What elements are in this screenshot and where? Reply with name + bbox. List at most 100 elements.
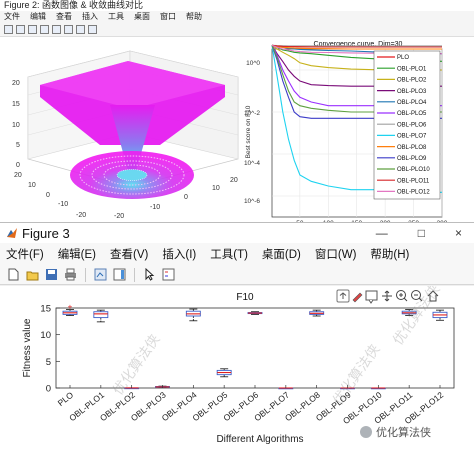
- window-controls: — □ ×: [376, 226, 474, 240]
- z-tick-15: 15: [12, 101, 20, 108]
- series-line-obl-plo8: [271, 44, 442, 50]
- figure3-title: Figure 3: [22, 225, 70, 241]
- close-button[interactable]: ×: [454, 226, 462, 240]
- save-icon[interactable]: [28, 25, 37, 34]
- matlab-icon: [7, 228, 17, 238]
- y-tick-10: 10: [28, 182, 36, 189]
- y-tick-label: 10: [40, 330, 51, 341]
- edit-plot-icon[interactable]: [76, 25, 85, 34]
- legend-label: OBL-PLO12: [397, 190, 430, 196]
- boxplot-yticks: 0 5 10 15: [40, 304, 60, 395]
- menu-desktop[interactable]: 桌面: [134, 12, 150, 21]
- brush-icon[interactable]: [352, 292, 363, 303]
- figure2-plots: 20 15 10 5 0 20 10 0 -10 -20 -20 -10 0 1…: [12, 41, 448, 227]
- insert-colorbar-icon[interactable]: [112, 267, 127, 282]
- legend-label: OBL-PLO1: [397, 66, 427, 72]
- menu-edit[interactable]: 编辑: [30, 12, 46, 21]
- menu-file[interactable]: 文件: [4, 12, 20, 21]
- link-icon[interactable]: [52, 25, 61, 34]
- menu-insert[interactable]: 插入(I): [162, 249, 197, 261]
- figure3-canvas: F10 0 5 10 15 + PLO OBL-PLO1 OBL-PLO2 OBL-PLO3…: [0, 281, 474, 446]
- minimize-button[interactable]: —: [375, 226, 388, 240]
- legend-label: OBL-PLO6: [397, 122, 427, 128]
- legend-label: OBL-PLO2: [397, 78, 427, 84]
- y-tick-1e-6: 10^-6: [244, 198, 260, 205]
- menu-help[interactable]: 帮助: [186, 12, 202, 21]
- pointer-icon[interactable]: [142, 267, 157, 282]
- boxplot-ylabel: Fitness value: [22, 318, 33, 377]
- figure2-canvas: 20 15 10 5 0 20 10 0 -10 -20 -20 -10 0 1…: [0, 37, 474, 227]
- save-icon[interactable]: [44, 267, 59, 282]
- legend-label: OBL-PLO10: [397, 167, 430, 173]
- convergence-plot: Convergence curve, Dim=30 50100150200250…: [244, 41, 448, 227]
- figure3-toolbar: [0, 265, 474, 285]
- new-figure-icon[interactable]: [4, 25, 13, 34]
- y-tick-m20: -20: [76, 212, 86, 219]
- zoom-in-icon[interactable]: [396, 290, 408, 302]
- legend-label: PLO: [397, 55, 409, 61]
- maximize-button[interactable]: □: [417, 226, 425, 240]
- series-line-obl-plo6: [271, 44, 442, 47]
- convergence-title: Convergence curve, Dim=30: [314, 41, 403, 48]
- menu-edit[interactable]: 编辑(E): [57, 249, 97, 261]
- figure3-titlebar: Figure 3 — □ ×: [0, 223, 474, 243]
- export-icon[interactable]: [336, 289, 350, 303]
- menu-view[interactable]: 查看: [56, 12, 72, 21]
- x-tick-20: 20: [230, 177, 238, 184]
- x-tick-10: 10: [212, 185, 220, 192]
- pan-icon[interactable]: [382, 290, 392, 302]
- boxplot-axes: [55, 307, 455, 389]
- z-tick-10: 10: [12, 122, 20, 129]
- print-icon[interactable]: [40, 25, 49, 34]
- boxplot-xlabel: Different Algorithms: [216, 434, 303, 445]
- legend-label: OBL-PLO11: [397, 178, 430, 184]
- wechat-icon: [360, 426, 372, 438]
- home-icon[interactable]: [427, 290, 439, 302]
- toolbar-separator: [85, 267, 86, 282]
- new-figure-icon[interactable]: [6, 267, 21, 282]
- box-obl-plo1: [93, 311, 109, 319]
- menu-window[interactable]: 窗口(W): [314, 249, 357, 261]
- y-tick-0: 0: [46, 192, 50, 199]
- toolbar-separator: [134, 267, 135, 282]
- x-tick-m10: -10: [150, 204, 160, 211]
- open-icon[interactable]: [16, 25, 25, 34]
- legend-label: OBL-PLO4: [397, 100, 427, 106]
- inspector-icon[interactable]: [64, 25, 73, 34]
- convergence-legend: PLO OBL-PLO1 OBL-PLO2 OBL-PLO3 OBL-PLO4 OBL-P…: [373, 50, 441, 200]
- figure2-title: Figure 2: 函数图像 & 收敛曲线对比: [0, 0, 474, 11]
- menu-tools[interactable]: 工具: [108, 12, 124, 21]
- menu-window[interactable]: 窗口: [160, 12, 176, 21]
- figure2-window: Figure 2: 函数图像 & 收敛曲线对比 文件 编辑 查看 插入 工具 桌…: [0, 0, 474, 227]
- link-plot-icon[interactable]: [93, 267, 108, 282]
- legend-label: OBL-PLO8: [397, 145, 427, 151]
- menu-file[interactable]: 文件(F): [6, 249, 44, 261]
- x-tick-m20: -20: [114, 213, 124, 220]
- menu-insert[interactable]: 插入: [82, 12, 98, 21]
- menu-view[interactable]: 查看(V): [110, 249, 149, 261]
- y-tick-1e0: 10^0: [246, 60, 260, 67]
- z-tick-5: 5: [16, 142, 20, 149]
- figure2-menubar: 文件 编辑 查看 插入 工具 桌面 窗口 帮助: [0, 11, 474, 23]
- footer-watermark-text: 优化算法侠: [376, 425, 431, 439]
- datatip-icon[interactable]: [365, 290, 378, 304]
- y-tick-label: 15: [40, 304, 51, 315]
- open-icon[interactable]: [25, 267, 40, 282]
- legend-label: OBL-PLO7: [397, 134, 427, 140]
- insert-colorbar-icon[interactable]: [88, 25, 97, 34]
- print-icon[interactable]: [63, 267, 78, 282]
- y-tick-1e-2: 10^-2: [244, 110, 260, 117]
- box-outlier: +: [68, 302, 73, 311]
- insert-legend-icon[interactable]: [161, 267, 176, 282]
- zoom-out-icon[interactable]: [411, 290, 423, 302]
- series-line-obl-plo11: [271, 44, 442, 48]
- figure3-window: Figure 3 — □ × 文件(F) 编辑(E) 查看(V) 插入(I) 工…: [0, 222, 474, 446]
- menu-desktop[interactable]: 桌面(D): [261, 249, 301, 261]
- figure3-menubar: 文件(F) 编辑(E) 查看(V) 插入(I) 工具(T) 桌面(D) 窗口(W…: [0, 243, 474, 265]
- legend-label: OBL-PLO9: [397, 156, 427, 162]
- footer-watermark: 优化算法侠: [360, 425, 431, 439]
- menu-help[interactable]: 帮助(H): [370, 249, 410, 261]
- menu-tools[interactable]: 工具(T): [210, 249, 248, 261]
- y-tick-m10: -10: [58, 201, 68, 208]
